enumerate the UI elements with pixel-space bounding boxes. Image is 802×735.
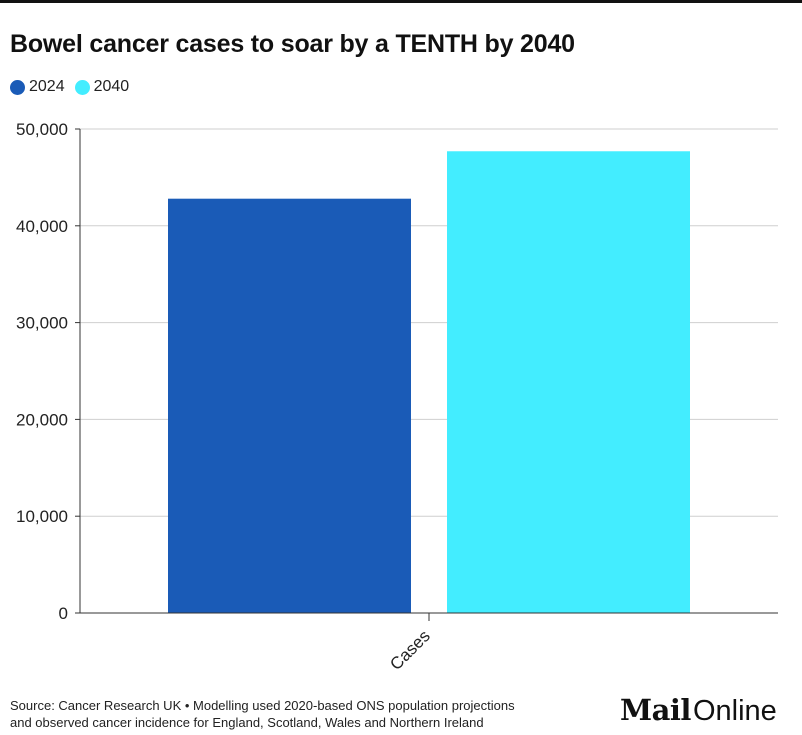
logo-mail-text: Mail [620, 693, 691, 727]
top-rule [0, 0, 802, 3]
x-tick-labels: Cases [386, 613, 434, 674]
chart-title: Bowel cancer cases to soar by a TENTH by… [10, 30, 575, 58]
legend-item-2024: 2024 [10, 78, 65, 96]
legend-label-2024: 2024 [29, 78, 65, 95]
y-tick-label: 40,000 [16, 217, 68, 236]
bar-chart: 0 10,000 20,000 30,000 40,000 50,000 Cases [16, 120, 778, 674]
logo-online-text: Online [692, 695, 777, 727]
legend: 2024 2040 [10, 77, 139, 97]
source-line-2: and observed cancer incidence for Englan… [10, 715, 484, 730]
legend-swatch-2040 [74, 79, 90, 95]
mailonline-logo: Mail Online [620, 693, 777, 731]
source-note: Source: Cancer Research UK • Modelling u… [10, 697, 610, 731]
y-tick-label: 50,000 [16, 120, 68, 139]
bar-2024 [168, 198, 411, 614]
x-tick-label: Cases [386, 626, 434, 674]
legend-swatch-2024 [10, 79, 25, 95]
y-tick-label: 0 [59, 604, 68, 623]
y-tick-label: 30,000 [16, 314, 68, 333]
legend-item-2040: 2040 [74, 78, 130, 96]
legend-label-2040: 2040 [93, 78, 130, 95]
bars [168, 151, 690, 614]
y-tick-label: 10,000 [16, 507, 68, 526]
bar-2040 [447, 151, 690, 613]
y-tick-labels: 0 10,000 20,000 30,000 40,000 50,000 [16, 120, 80, 623]
y-tick-label: 20,000 [16, 410, 68, 429]
source-line-1: Source: Cancer Research UK • Modelling u… [10, 698, 515, 713]
